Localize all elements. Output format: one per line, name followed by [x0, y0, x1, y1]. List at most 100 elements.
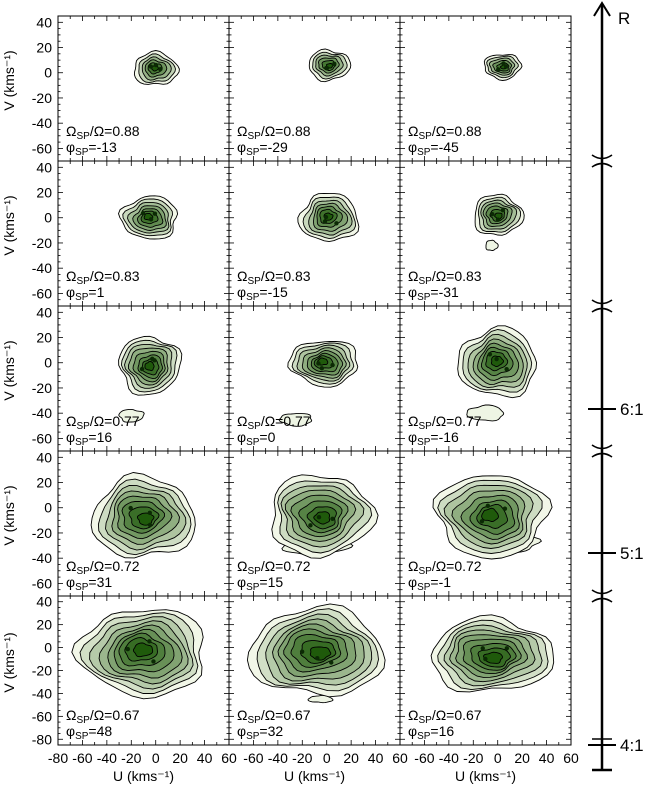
contour-satellite	[466, 404, 505, 422]
density-peak	[332, 61, 337, 67]
contour-level	[309, 646, 332, 661]
y-axis-title: V (kms⁻¹)	[1, 50, 17, 110]
x-tick-label: -40	[97, 750, 117, 766]
y-tick-label: 0	[44, 640, 52, 656]
panel-phi-label: φSP=15	[237, 574, 283, 593]
density-peak	[315, 656, 320, 661]
density-peak	[501, 61, 506, 66]
panel-r3-c3	[457, 325, 538, 422]
y-tick-label: 20	[36, 617, 52, 633]
density-peak	[480, 646, 485, 651]
panel-r5-c1	[71, 609, 204, 700]
row-separator-bracket	[591, 444, 613, 450]
y-tick-label: -40	[32, 260, 52, 276]
density-peak	[151, 659, 156, 664]
row-separator-bracket	[591, 452, 613, 458]
density-peak	[495, 217, 501, 222]
y-tick-label: 40	[36, 14, 52, 30]
density-peak	[479, 519, 485, 524]
x-tick-label: -20	[463, 750, 483, 766]
contour-level	[490, 355, 505, 368]
density-peak	[496, 67, 501, 72]
density-peak	[330, 516, 335, 521]
y-axis-title: V (kms⁻¹)	[1, 632, 17, 692]
x-tick-label: 40	[539, 750, 555, 766]
y-tick-label: 20	[36, 185, 52, 201]
panel-phi-label: φSP=16	[66, 429, 112, 448]
x-tick-label: 0	[494, 750, 502, 766]
y-tick-label: -40	[32, 685, 52, 701]
density-peak	[483, 656, 488, 662]
contour-level	[481, 507, 499, 522]
x-tick-label: 0	[152, 750, 160, 766]
y-tick-label: -60	[32, 575, 52, 591]
x-tick-label: 40	[368, 750, 384, 766]
x-tick-label: -20	[121, 750, 141, 766]
x-tick-label: -40	[439, 750, 459, 766]
x-tick-label: 20	[514, 750, 530, 766]
density-peak	[500, 207, 506, 213]
x-tick-label: 40	[197, 750, 213, 766]
x-tick-label: -60	[414, 750, 434, 766]
panel-phi-label: φSP=16	[408, 723, 454, 742]
row-separator-bracket	[591, 597, 613, 603]
row-separator-bracket	[591, 299, 613, 305]
y-tick-label: 0	[44, 500, 52, 516]
density-peak	[299, 649, 305, 654]
panel-phi-label: φSP=-15	[237, 284, 288, 303]
density-peak	[147, 639, 152, 644]
panel-r3-c1	[118, 335, 183, 423]
panel-r5-c2	[246, 603, 386, 704]
panel-phi-label: φSP=-1	[408, 574, 451, 593]
density-peak	[504, 646, 510, 651]
panel-r1-c2	[308, 48, 352, 83]
resonance-label: 6:1	[620, 400, 644, 419]
panel-phi-label: φSP=31	[66, 574, 112, 593]
panel-r3-c2	[278, 340, 359, 427]
x-tick-label: -60	[243, 750, 263, 766]
density-peak	[308, 523, 313, 528]
panel-phi-label: φSP=-31	[408, 284, 459, 303]
panel-phi-label: φSP=-16	[408, 429, 459, 448]
resonance-axis-top-label: R	[618, 9, 630, 28]
panel-phi-label: φSP=-45	[408, 139, 459, 158]
panel-r2-c2	[297, 192, 360, 243]
density-peak	[147, 522, 153, 528]
y-tick-label: -20	[32, 663, 52, 679]
density-peak	[324, 66, 330, 71]
x-tick-label: 20	[343, 750, 359, 766]
contour-level	[313, 511, 331, 525]
density-peak	[490, 211, 495, 217]
y-tick-label: -20	[32, 380, 52, 396]
density-peak	[503, 64, 509, 69]
density-peak	[125, 646, 130, 652]
density-peak	[158, 67, 163, 72]
density-peak	[139, 366, 145, 372]
y-tick-label: 40	[36, 159, 52, 175]
density-peak	[147, 510, 153, 516]
panel-phi-label: φSP=32	[237, 723, 283, 742]
row-separator-bracket	[591, 307, 613, 313]
density-peak	[502, 506, 508, 511]
density-peak	[150, 356, 155, 362]
y-tick-label: -40	[32, 550, 52, 566]
x-tick-label: -60	[72, 750, 92, 766]
x-tick-label: 20	[172, 750, 188, 766]
y-tick-label: 40	[36, 449, 52, 465]
y-axis-title: V (kms⁻¹)	[1, 195, 17, 255]
x-axis-title: U (kms⁻¹)	[284, 768, 345, 784]
density-peak	[323, 214, 329, 220]
density-peak	[334, 221, 339, 226]
contour-satellite	[278, 413, 313, 427]
density-peak	[153, 62, 159, 68]
y-tick-label: -20	[32, 525, 52, 541]
density-peak	[494, 356, 499, 362]
y-tick-label: 0	[44, 210, 52, 226]
density-peak	[316, 361, 321, 366]
panel-r4-c2	[271, 474, 379, 559]
density-peak	[319, 366, 325, 371]
density-peak	[487, 352, 493, 357]
panel-r2-c3	[474, 193, 525, 251]
density-peak	[316, 514, 322, 520]
